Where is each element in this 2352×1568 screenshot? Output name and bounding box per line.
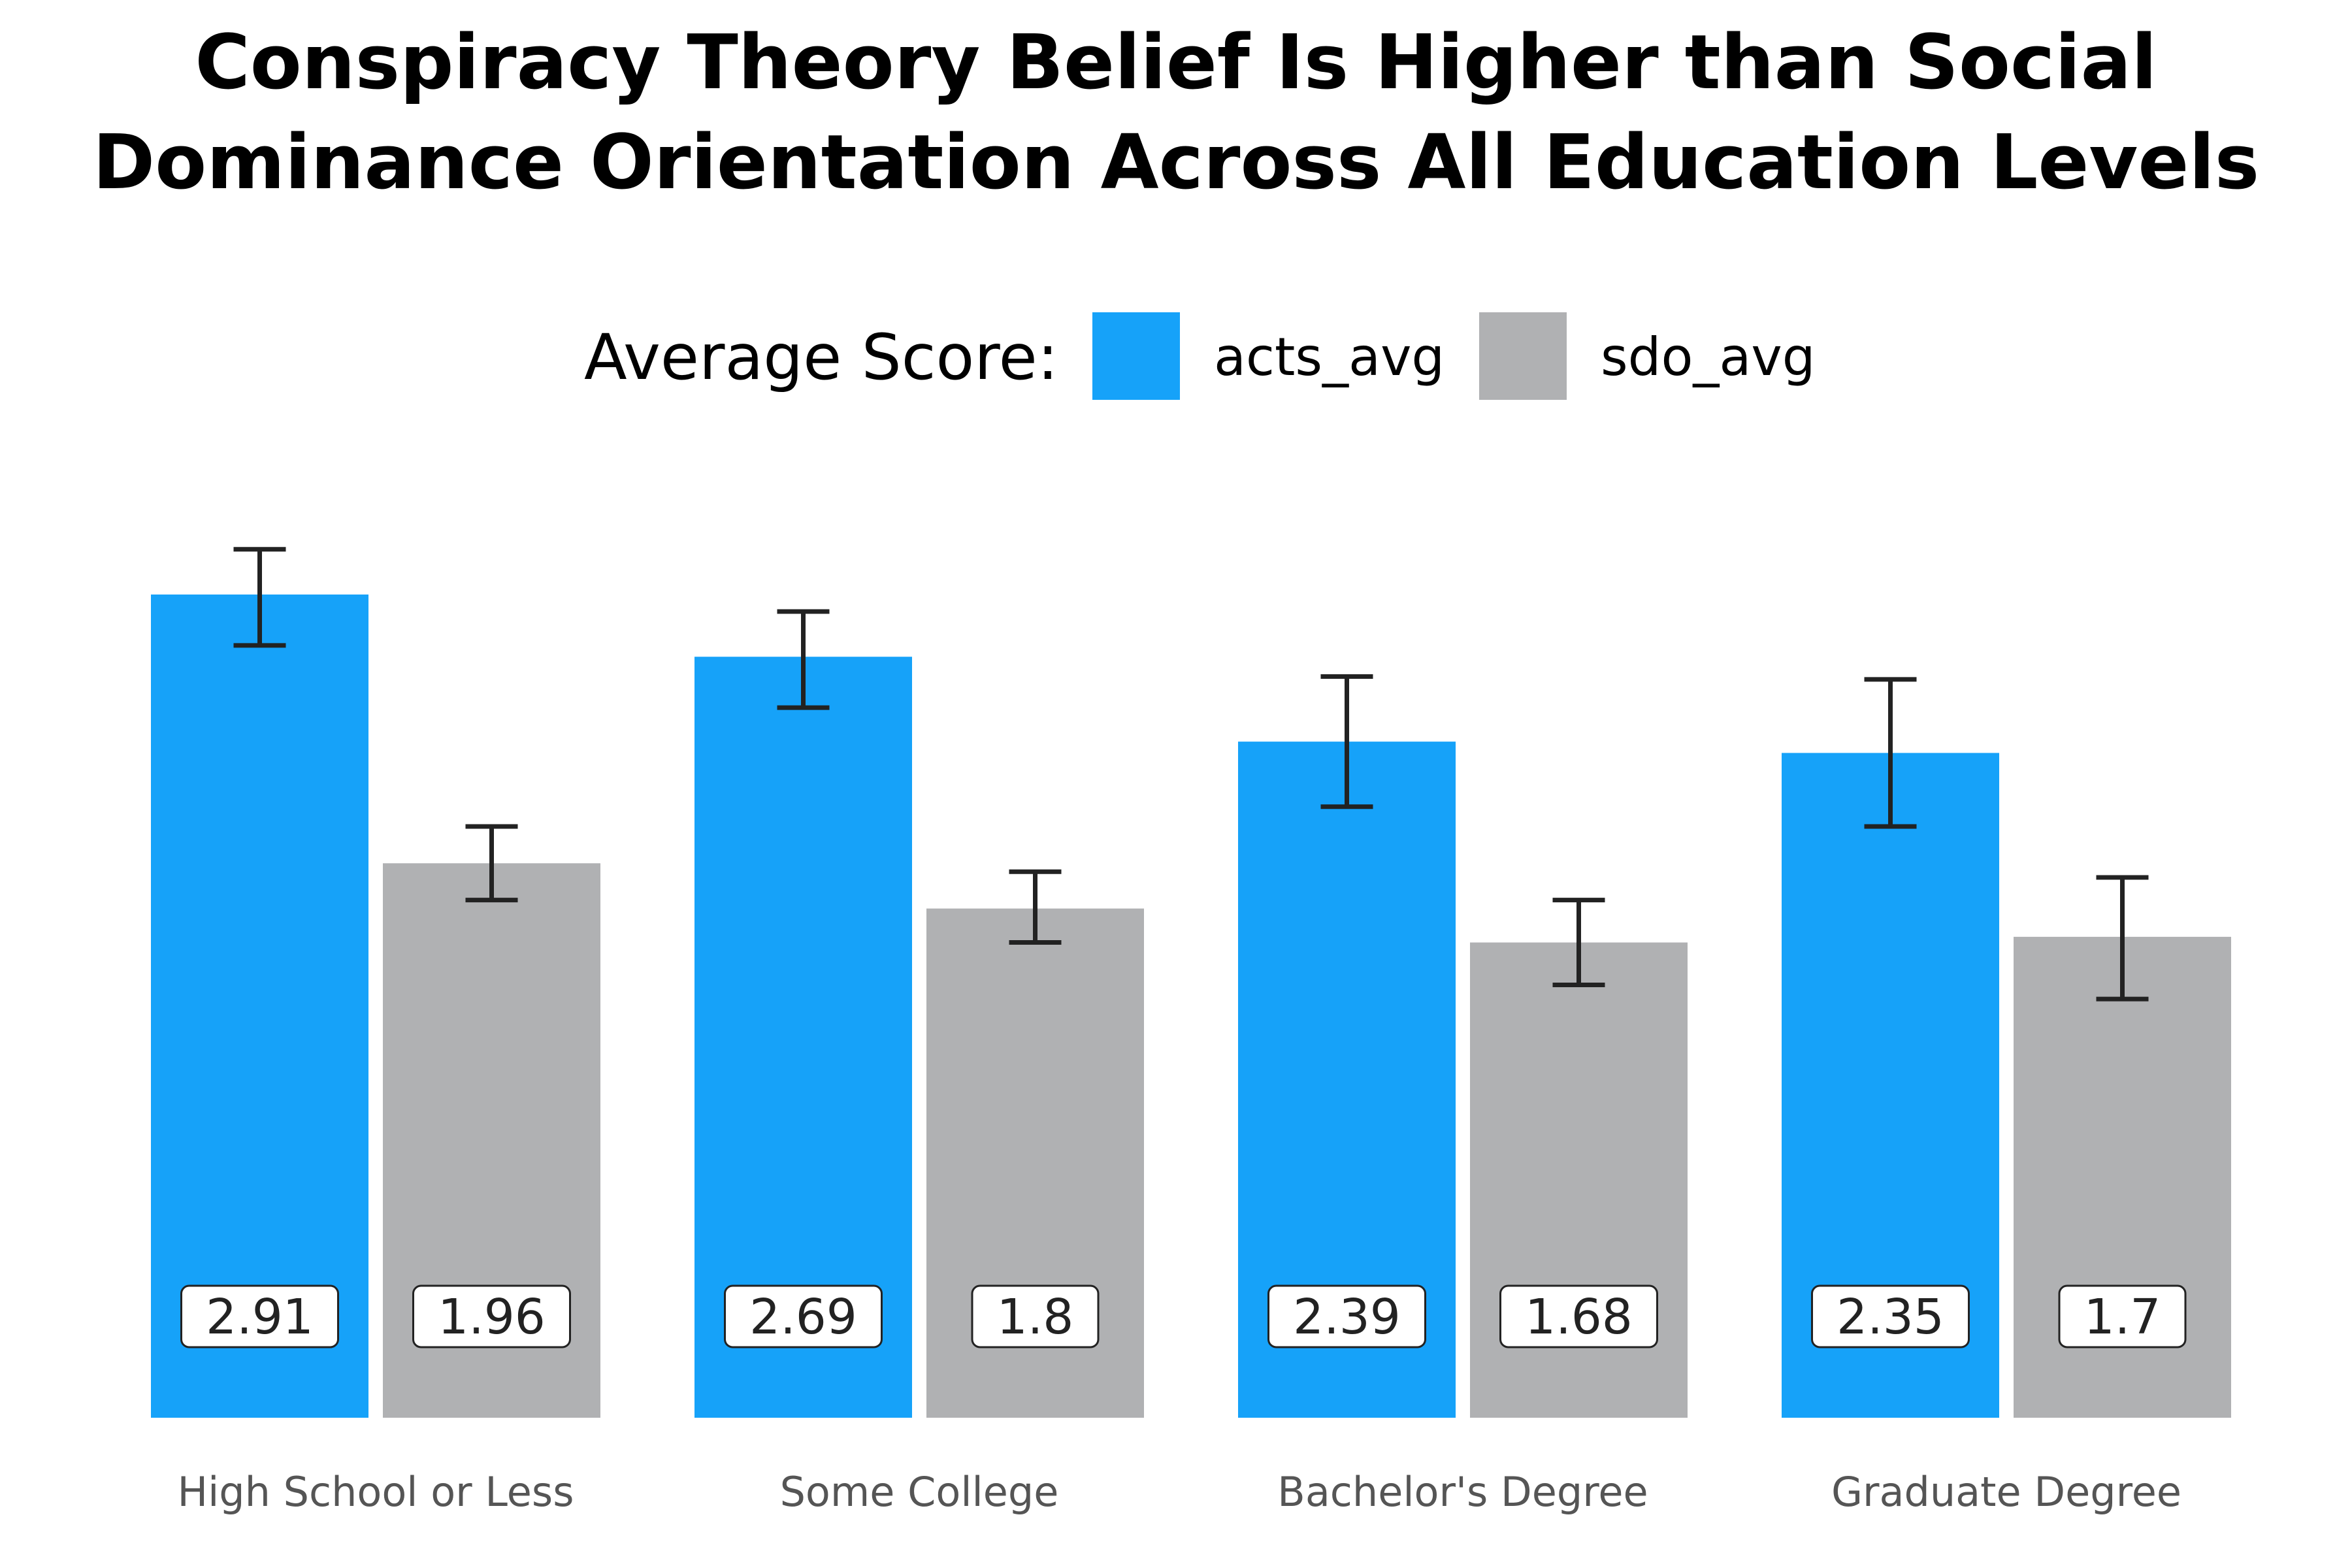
data-label-box-sdo-avg-graduate-degree: [2058, 1284, 2187, 1348]
error-bar-acts-avg-some-college: [777, 609, 830, 710]
legend-swatch-acts-avg: [1092, 312, 1180, 400]
data-label-box-sdo-avg-some-college: [971, 1284, 1100, 1348]
data-label-box-sdo-avg-bachelor-s-degree: [1499, 1284, 1658, 1348]
data-label-box-acts-avg-bachelor-s-degree: [1267, 1284, 1426, 1348]
error-bar-sdo-avg-bachelor-s-degree: [1552, 898, 1605, 988]
chart-title: Conspiracy Theory Belief Is Higher than …: [93, 19, 2260, 206]
data-label-acts-avg-bachelor-s-degree: 2.39: [1293, 1289, 1401, 1345]
data-label-sdo-avg-graduate-degree: 1.7: [2084, 1289, 2161, 1345]
data-label-box-acts-avg-high-school-or-less: [180, 1284, 339, 1348]
x-tick-label-bachelor-s-degree: Bachelor's Degree: [1277, 1468, 1648, 1516]
x-tick-label-graduate-degree: Graduate Degree: [1831, 1468, 2181, 1516]
data-label-sdo-avg-bachelor-s-degree: 1.68: [1525, 1289, 1633, 1345]
error-bar-acts-avg-graduate-degree: [1864, 677, 1917, 829]
x-tick-label-some-college: Some College: [780, 1468, 1059, 1516]
legend-label-sdo-avg: sdo_avg: [1601, 327, 1816, 387]
plot-area: 2.91 1.96 High School or Less 2.69 1.8 Some C…: [151, 547, 2231, 1516]
data-label-box-acts-avg-graduate-degree: [1811, 1284, 1970, 1348]
error-bar-acts-avg-bachelor-s-degree: [1320, 674, 1373, 809]
error-bar-sdo-avg-graduate-degree: [2096, 875, 2149, 1002]
error-bar-sdo-avg-high-school-or-less: [465, 824, 518, 903]
legend-title: Average Score:: [584, 321, 1058, 394]
bar-acts-avg-high-school-or-less: [151, 594, 368, 1418]
data-label-acts-avg-high-school-or-less: 2.91: [206, 1289, 314, 1345]
chart-title-line-2: Dominance Orientation Across All Educati…: [93, 119, 2260, 206]
data-label-sdo-avg-high-school-or-less: 1.96: [438, 1289, 546, 1345]
data-label-box-sdo-avg-high-school-or-less: [412, 1284, 571, 1348]
legend: Average Score: acts_avg sdo_avg: [584, 312, 1816, 400]
error-bar-acts-avg-high-school-or-less: [233, 547, 286, 648]
error-bar-sdo-avg-some-college: [1009, 869, 1062, 945]
data-label-acts-avg-some-college: 2.69: [749, 1289, 857, 1345]
x-tick-label-high-school-or-less: High School or Less: [177, 1468, 574, 1516]
data-label-sdo-avg-some-college: 1.8: [997, 1289, 1074, 1345]
data-label-acts-avg-graduate-degree: 2.35: [1837, 1289, 1944, 1345]
legend-label-acts-avg: acts_avg: [1214, 327, 1445, 387]
chart-title-line-1: Conspiracy Theory Belief Is Higher than …: [195, 19, 2157, 106]
legend-swatch-sdo-avg: [1479, 312, 1567, 400]
data-label-box-acts-avg-some-college: [724, 1284, 883, 1348]
